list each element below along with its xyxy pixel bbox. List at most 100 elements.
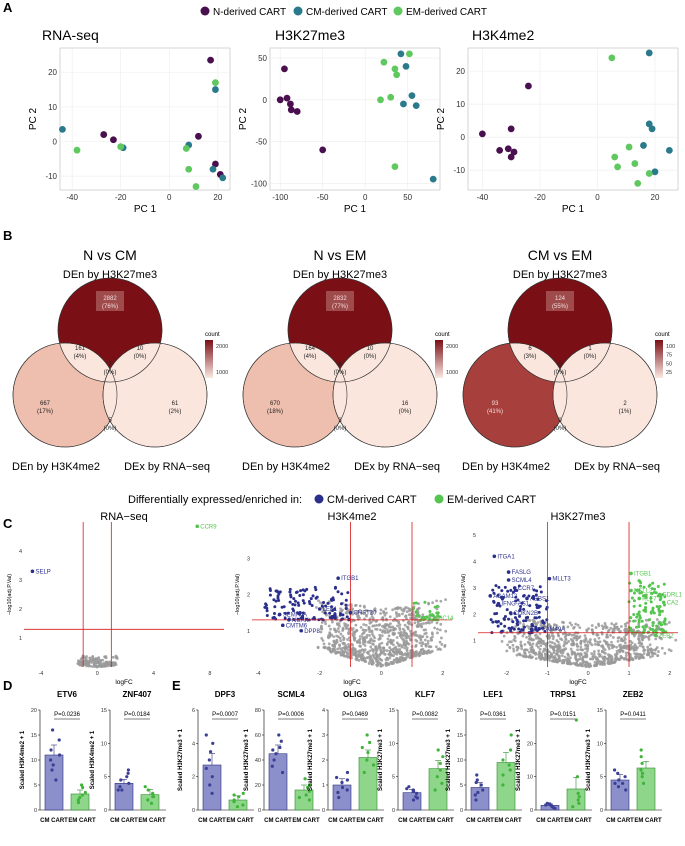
volcano-point — [525, 648, 529, 652]
volcano-point — [620, 648, 623, 652]
volcano-label-point — [637, 596, 642, 601]
bar-ylabel: Scaled H3K27me3 + 1 — [446, 728, 452, 791]
venn-legend-bar — [655, 340, 663, 378]
volcano-point — [429, 650, 433, 654]
volcano-point-cm — [518, 614, 522, 618]
volcano-point — [416, 607, 420, 611]
volcano-point — [660, 646, 664, 650]
volcano-point — [541, 656, 545, 660]
volcano-point — [321, 639, 325, 642]
volcano-point — [361, 637, 365, 641]
volcano-point-cm — [301, 614, 305, 618]
volcano-point — [528, 619, 532, 622]
pca-point — [391, 163, 399, 171]
volcano-point — [423, 651, 427, 655]
volcano-point-cm — [314, 596, 318, 600]
bar-ytick-label: 80 — [255, 708, 261, 714]
volcano-point-cm — [518, 609, 522, 613]
volcano-point — [76, 662, 80, 665]
volcano-point — [579, 639, 583, 643]
venn-count-box — [326, 291, 354, 311]
venn-right-label: DEx by RNA−seq — [574, 461, 660, 473]
volcano-point-cm — [299, 589, 303, 593]
bar-ytick-label: 0 — [104, 808, 107, 814]
volcano-point-cm — [344, 598, 348, 602]
volcano-point — [539, 657, 543, 661]
volcano-point-cm — [291, 602, 295, 606]
venn-percent: (17%) — [37, 409, 53, 415]
pca-xtick-label: 0 — [595, 193, 600, 202]
volcano-point — [368, 621, 372, 625]
volcano-label-point — [420, 616, 425, 620]
volcano-point-em — [630, 596, 634, 600]
volcano-point-cm — [339, 602, 343, 606]
volcano-point — [405, 610, 409, 614]
volcano-point — [624, 654, 628, 658]
volcano-point-cm — [333, 607, 337, 611]
volcano-point-cm — [310, 604, 314, 608]
volcano-point — [435, 621, 439, 625]
venn-legend-tick: 2000 — [216, 344, 228, 350]
volcano-point — [525, 624, 529, 628]
volcano-point — [354, 623, 358, 627]
volcano-point — [336, 627, 340, 631]
volcano-point — [367, 626, 371, 630]
volcano-point — [500, 639, 504, 643]
volcano-point-cm — [344, 607, 348, 611]
panel-label-d: D — [3, 678, 12, 693]
volcano-point-cm — [507, 617, 511, 621]
pca-plot-area — [467, 47, 679, 191]
volcano-point-cm — [491, 620, 495, 624]
volcano-label-point — [30, 569, 35, 574]
volcano-point — [559, 651, 563, 655]
volcano-label-point — [657, 592, 662, 597]
volcano-gene-label: IFNG-AS1 — [501, 602, 529, 608]
volcano-point — [404, 636, 408, 640]
volcano-point — [549, 655, 553, 659]
volcano-point-em — [438, 615, 442, 619]
volcano-point — [624, 633, 628, 636]
panel-label-a: A — [3, 0, 13, 15]
volcano-point — [647, 637, 651, 641]
volcano-point — [553, 660, 557, 663]
volcano-point-cm — [491, 588, 495, 592]
bar-ytick-label: 10 — [389, 741, 395, 747]
bar-ytick-label: 2 — [322, 758, 325, 764]
volcano-point-em — [629, 616, 633, 620]
volcano-point — [354, 603, 358, 607]
venn-outline-right — [102, 342, 208, 448]
pca-point — [100, 131, 108, 138]
volcano-point — [401, 637, 404, 641]
bar-point-em — [304, 793, 308, 797]
volcano-point — [564, 634, 568, 638]
volcano-point — [338, 624, 341, 628]
volcano-point — [338, 636, 342, 640]
bar-ytick-label: 15 — [597, 708, 603, 714]
volcano-point — [362, 611, 366, 615]
volcano-point — [358, 604, 362, 608]
bar-point-em — [232, 798, 236, 802]
bar-point-em — [232, 793, 236, 797]
volcano-label-point — [496, 601, 501, 606]
volcano-point-cm — [503, 617, 507, 621]
volcano-point — [655, 618, 659, 621]
volcano-point — [607, 645, 610, 649]
bar-ytick-label: 0 — [392, 808, 395, 814]
bar-point-em — [639, 768, 643, 772]
volcano-point — [375, 627, 379, 631]
volcano-point — [512, 647, 515, 651]
volcano-point — [435, 645, 438, 649]
volcano-point — [373, 608, 376, 612]
volcano-point — [522, 622, 526, 626]
volcano-point — [527, 627, 531, 630]
volcano-point — [362, 604, 366, 608]
legend-a-swatch — [293, 6, 303, 16]
volcano-point — [332, 635, 336, 639]
venn-count: 2 — [623, 401, 627, 407]
volcano-point-cm — [297, 603, 301, 607]
volcano-point — [609, 626, 613, 630]
venn-title: N vs EM — [314, 247, 367, 263]
bar-point-cm — [125, 775, 129, 779]
volcano-point — [653, 652, 657, 656]
volcano-point — [370, 612, 374, 616]
